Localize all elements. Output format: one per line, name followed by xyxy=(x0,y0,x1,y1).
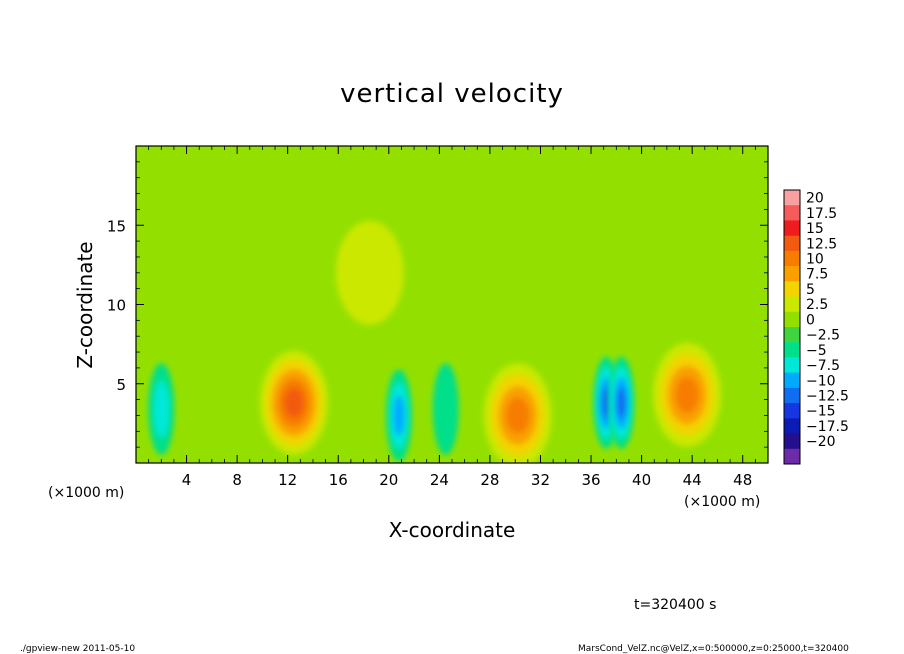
colorbar-label: 10 xyxy=(806,252,824,268)
colorbar-label: 20 xyxy=(806,191,824,207)
velocity-field xyxy=(136,146,768,463)
colorbar-label: 15 xyxy=(806,221,824,237)
time-label: t=320400 s xyxy=(634,597,716,613)
updraft-cell xyxy=(653,342,722,447)
colorbar-label: 2.5 xyxy=(806,297,828,313)
x-tick-label: 48 xyxy=(733,471,752,489)
downdraft-cell xyxy=(432,363,459,456)
colorbar-band xyxy=(784,387,800,404)
y-tick-label: 15 xyxy=(107,217,126,235)
x-tick-label: 40 xyxy=(632,471,651,489)
x-tick-label: 44 xyxy=(683,471,702,489)
contour-band xyxy=(675,376,699,413)
colorbar-label: −17.5 xyxy=(806,419,849,435)
y-axis-label: Z-coordinate xyxy=(73,241,97,368)
contour-band xyxy=(432,363,459,456)
colorbar-band xyxy=(784,266,800,282)
footer-left: ./gpview-new 2011-05-10 xyxy=(20,644,135,654)
colorbar-band xyxy=(784,205,800,221)
updraft-cell xyxy=(483,363,552,463)
contour-band xyxy=(505,397,530,434)
colorbar-band xyxy=(784,311,800,328)
contour-band xyxy=(335,220,404,325)
colorbar-band xyxy=(784,235,800,252)
x-tick-label: 12 xyxy=(278,471,297,489)
colorbar-label: 12.5 xyxy=(806,236,837,252)
x-tick-label: 8 xyxy=(232,471,242,489)
colorbar-label: 5 xyxy=(806,282,815,298)
x-unit-left: (×1000 m) xyxy=(48,485,124,501)
chart-title: vertical velocity xyxy=(340,79,564,109)
x-unit-right: (×1000 m) xyxy=(684,494,760,510)
x-tick-label: 16 xyxy=(329,471,348,489)
colorbar-band xyxy=(784,190,800,206)
contour-band xyxy=(284,387,304,418)
x-tick-label: 36 xyxy=(581,471,600,489)
colorbar-band xyxy=(784,342,800,358)
x-axis-label: X-coordinate xyxy=(389,518,516,542)
downdraft-cell xyxy=(148,363,175,456)
y-tick-label: 5 xyxy=(116,376,126,394)
colorbar-label: −7.5 xyxy=(806,358,840,374)
colorbar-band xyxy=(784,403,800,419)
updraft-cell xyxy=(260,350,328,455)
colorbar-band xyxy=(784,296,800,313)
colorbar-label: −15 xyxy=(806,404,836,420)
contour-band xyxy=(153,380,170,438)
x-tick-label: 20 xyxy=(379,471,398,489)
colorbar-band xyxy=(784,327,800,343)
colorbar-label: −12.5 xyxy=(806,389,849,405)
colorbar-band xyxy=(784,418,800,434)
colorbar-band xyxy=(784,372,800,389)
contour-band xyxy=(601,386,611,419)
updraft-cell xyxy=(335,220,404,325)
colorbar-label: 7.5 xyxy=(806,267,828,283)
colorbar xyxy=(783,189,801,465)
x-tick-label: 24 xyxy=(430,471,449,489)
x-tick-label: 32 xyxy=(531,471,550,489)
colorbar-label: −20 xyxy=(806,434,836,450)
colorbar-label: −2.5 xyxy=(806,328,840,344)
contour-band xyxy=(393,395,405,436)
colorbar-band xyxy=(784,433,800,450)
colorbar-frame xyxy=(783,189,801,465)
x-tick-label: 28 xyxy=(480,471,499,489)
x-axis: 4 8 12 16 20 24 28 32 36 40 44 48 xyxy=(148,146,756,489)
downdraft-cell xyxy=(608,356,635,449)
colorbar-band xyxy=(784,220,800,237)
colorbar-label: −10 xyxy=(806,373,836,389)
footer-right: MarsCond_VelZ.nc@VelZ,x=0:500000,z=0:250… xyxy=(578,644,849,654)
colorbar-label: −5 xyxy=(806,343,827,359)
colorbar-band xyxy=(784,357,800,374)
colorbar-label: 17.5 xyxy=(806,206,837,222)
colorbar-band xyxy=(784,250,800,267)
colorbar-band xyxy=(784,448,800,465)
y-tick-label: 10 xyxy=(107,297,126,315)
y-axis: 5 10 15 xyxy=(107,161,768,448)
colorbar-band xyxy=(784,281,800,297)
downdraft-cell xyxy=(385,369,412,462)
contour-band xyxy=(616,386,626,419)
x-tick-label: 4 xyxy=(182,471,192,489)
colorbar-labels: 2017.51512.5107.552.50−2.5−5−7.5−10−12.5… xyxy=(806,191,849,451)
colorbar-label: 0 xyxy=(806,312,815,328)
